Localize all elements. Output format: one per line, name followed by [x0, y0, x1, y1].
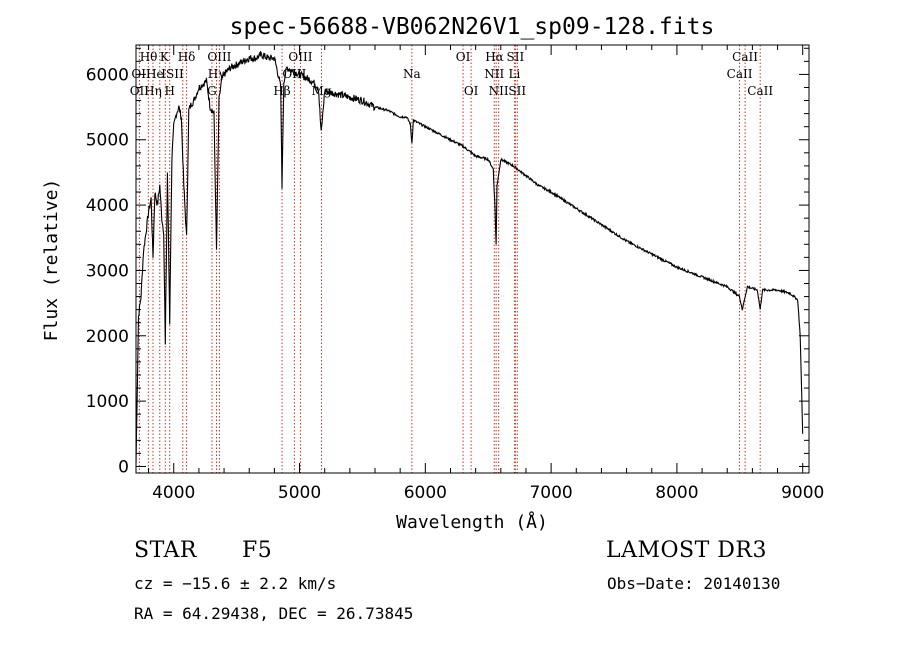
x-tick-label: 7000	[529, 483, 572, 503]
survey-name: LAMOST DR3	[606, 538, 767, 563]
y-tick-label: 4000	[86, 196, 129, 216]
line-label-row3-6: OI	[464, 84, 479, 98]
line-label-row1-2: Hδ	[178, 50, 196, 64]
line-label-row2-0: OII	[131, 67, 151, 81]
line-label-row1-8: CaII	[732, 50, 758, 64]
line-label-row1-3: OIII	[207, 50, 231, 64]
line-label-row3-1: Hη	[144, 84, 162, 98]
chart-title: spec-56688-VB062N26V1_sp09-128.fits	[230, 14, 715, 40]
line-label-row2-7: Li	[508, 67, 520, 81]
line-label-row3-5: Mg	[312, 84, 332, 98]
x-tick-label: 9000	[781, 483, 824, 503]
line-label-row1-0: Hθ	[140, 50, 158, 64]
line-label-row2-5: Na	[403, 67, 421, 81]
line-label-row1-7: SII	[507, 50, 525, 64]
x-tick-label: 6000	[404, 483, 447, 503]
line-label-row3-0: OII	[130, 84, 150, 98]
line-label-row1-1: K	[160, 50, 170, 64]
line-label-row1-4: OIII	[288, 50, 312, 64]
subclass: F5	[242, 538, 273, 563]
line-label-row3-2: H	[164, 84, 174, 98]
line-label-row2-6: NII	[484, 67, 504, 81]
line-label-row3-4: Hβ	[273, 84, 290, 98]
y-tick-label: 0	[118, 457, 129, 477]
spectral-line-markers	[138, 45, 761, 473]
line-label-row3-3: G	[207, 84, 217, 98]
axis-ticks: 4000 5000 6000 7000 8000 9000 0 1000 2000 3000 400…	[86, 45, 824, 503]
line-label-row3-7: NII	[489, 84, 509, 98]
object-type: STAR	[134, 538, 197, 563]
line-label-row1-5: OI	[456, 50, 471, 64]
line-label-row2-8: CaII	[727, 67, 753, 81]
x-tick-label: 4000	[152, 483, 195, 503]
x-tick-label: 8000	[655, 483, 698, 503]
line-label-row1-6: Hα	[485, 50, 504, 64]
line-label-row3-8: SII	[508, 84, 526, 98]
y-tick-label: 5000	[86, 131, 129, 151]
coordinates: RA = 64.29438, DEC = 26.73845	[134, 604, 414, 623]
line-label-row3-9: CaII	[747, 84, 773, 98]
redshift-cz: cz = −15.6 ± 2.2 km/s	[134, 574, 337, 593]
x-tick-label: 5000	[278, 483, 321, 503]
y-tick-label: 3000	[86, 261, 129, 281]
y-tick-label: 6000	[86, 65, 129, 85]
x-axis-label: Wavelength (Å)	[396, 511, 548, 533]
y-tick-label: 2000	[86, 327, 129, 347]
line-label-row2-2: ISII	[161, 67, 184, 81]
observation-date: Obs−Date: 20140130	[607, 574, 781, 593]
line-label-row2-4: OIII	[282, 67, 306, 81]
y-axis-label: Flux (relative)	[41, 179, 62, 342]
plot-frame	[135, 44, 810, 474]
y-tick-label: 1000	[86, 392, 129, 412]
spectrum-line	[135, 50, 804, 465]
line-label-row2-3: Hγ	[208, 67, 226, 81]
line-label-row2-1: He	[146, 67, 164, 81]
